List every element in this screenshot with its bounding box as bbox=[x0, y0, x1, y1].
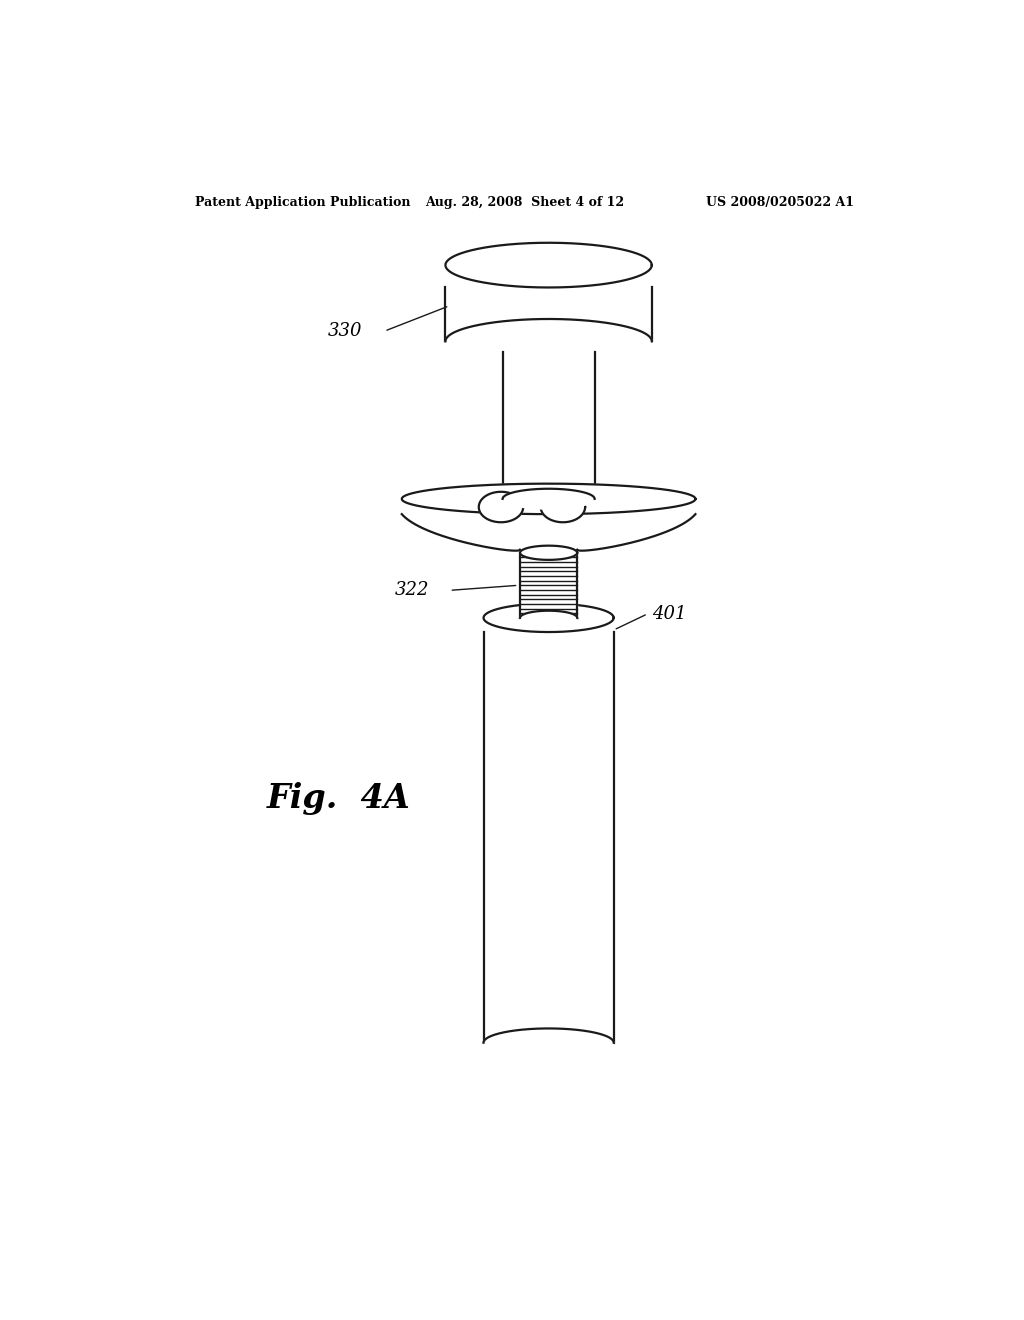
Text: 322: 322 bbox=[395, 581, 430, 599]
Polygon shape bbox=[503, 488, 595, 510]
Text: Fig.  4A: Fig. 4A bbox=[267, 783, 411, 816]
Polygon shape bbox=[445, 243, 652, 288]
Text: 330: 330 bbox=[328, 322, 362, 341]
Text: 401: 401 bbox=[652, 605, 686, 623]
Polygon shape bbox=[520, 553, 578, 618]
Polygon shape bbox=[520, 545, 578, 560]
Polygon shape bbox=[520, 611, 578, 624]
Polygon shape bbox=[483, 618, 613, 1043]
Text: Patent Application Publication: Patent Application Publication bbox=[196, 195, 411, 209]
Polygon shape bbox=[401, 515, 695, 550]
Polygon shape bbox=[479, 492, 523, 523]
Text: Aug. 28, 2008  Sheet 4 of 12: Aug. 28, 2008 Sheet 4 of 12 bbox=[425, 195, 625, 209]
Polygon shape bbox=[503, 342, 595, 499]
Polygon shape bbox=[483, 603, 613, 632]
Polygon shape bbox=[541, 492, 585, 523]
Text: US 2008/0205022 A1: US 2008/0205022 A1 bbox=[707, 195, 854, 209]
Polygon shape bbox=[401, 483, 695, 513]
Polygon shape bbox=[445, 265, 652, 342]
Polygon shape bbox=[483, 1028, 613, 1057]
Polygon shape bbox=[445, 319, 652, 364]
